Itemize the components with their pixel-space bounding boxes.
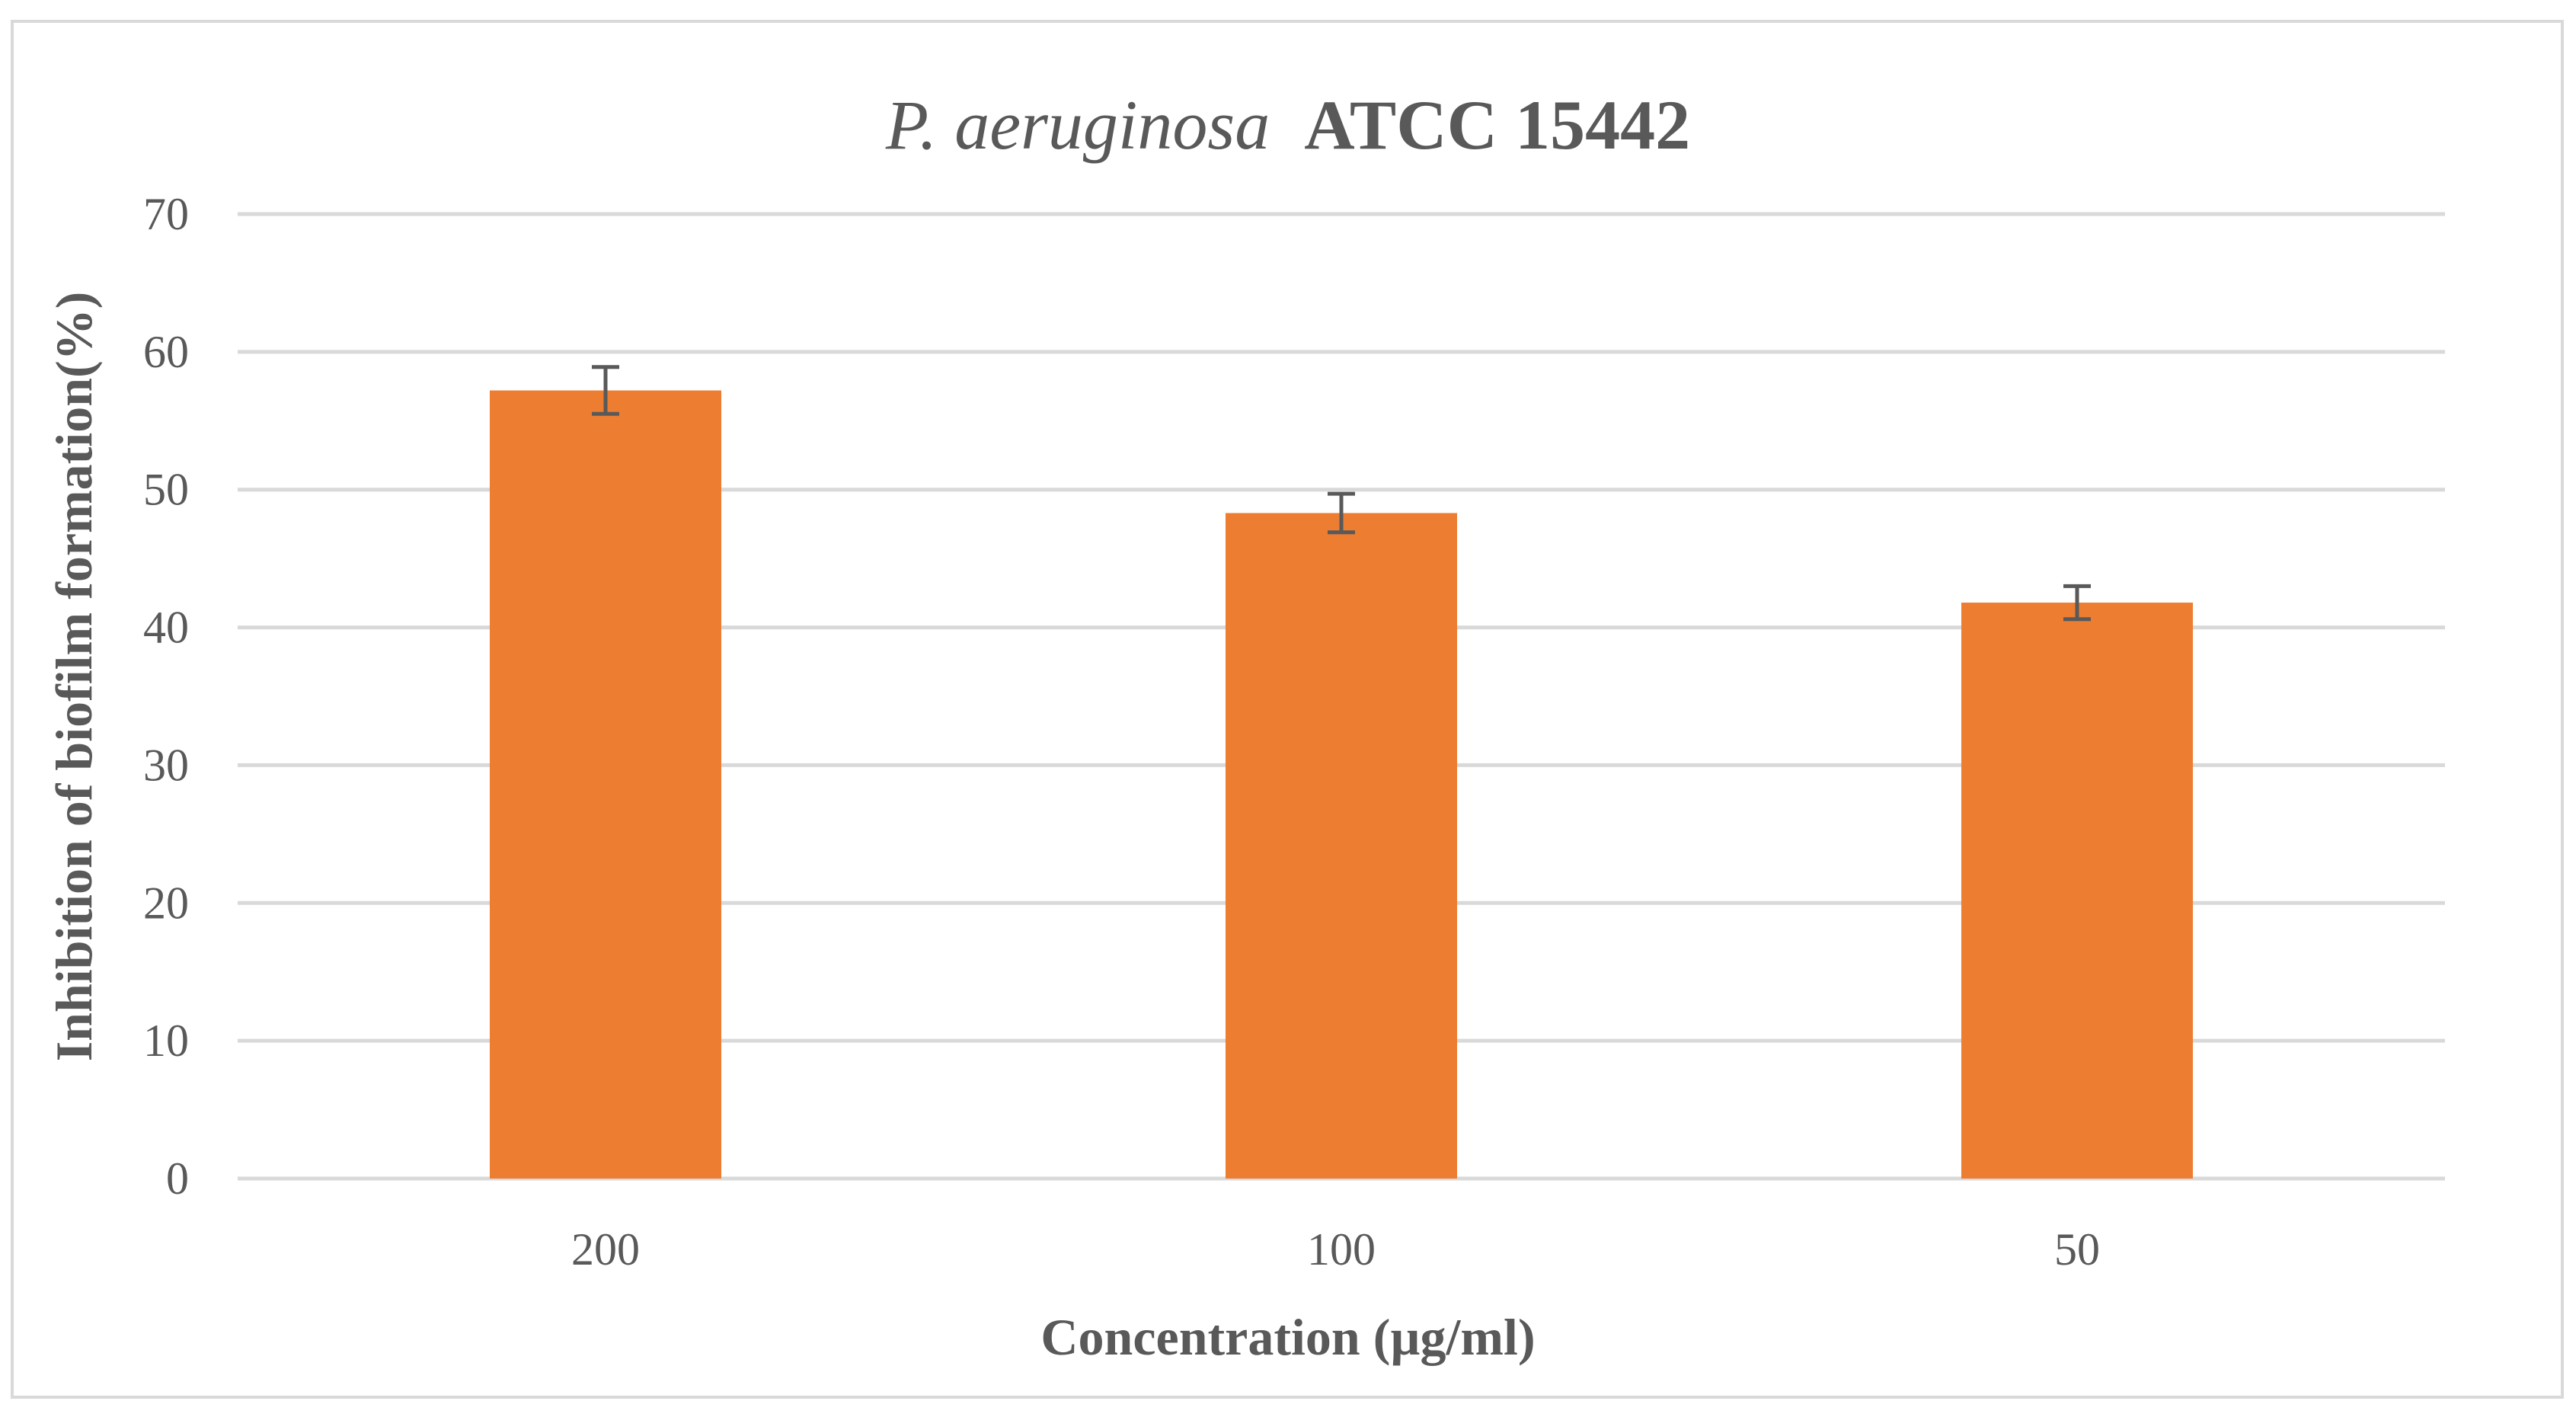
y-tick-label: 30 (143, 740, 189, 790)
y-tick-labels: 0 10 20 30 40 50 60 70 (143, 189, 189, 1204)
x-tick-labels: 200 100 50 (571, 1224, 2100, 1275)
bars (490, 390, 2193, 1179)
chart-title-rest: ATCC 15442 (1304, 86, 1690, 164)
error-bar-100 (1328, 491, 1355, 535)
y-tick-label: 50 (143, 465, 189, 515)
x-tick-label: 200 (571, 1224, 640, 1275)
error-bars (592, 365, 2091, 622)
bar-200 (490, 390, 721, 1179)
x-tick-label: 100 (1307, 1224, 1376, 1275)
bar-100 (1226, 513, 1457, 1179)
y-axis-title: Inhibition of biofilm formation(%) (45, 292, 103, 1062)
error-bar-50 (2063, 584, 2091, 622)
bar-50 (1961, 603, 2193, 1179)
y-tick-label: 40 (143, 603, 189, 653)
y-tick-label: 10 (143, 1016, 189, 1066)
error-bar-200 (592, 365, 619, 416)
y-tick-label: 70 (143, 189, 189, 239)
x-axis-title: Concentration (µg/ml) (1040, 1308, 1535, 1366)
x-tick-label: 50 (2054, 1224, 2100, 1275)
chart-title: P. aeruginosa ATCC 15442 (885, 86, 1690, 164)
chart-title-italic: P. aeruginosa (885, 86, 1270, 164)
y-tick-label: 0 (166, 1153, 189, 1204)
y-tick-label: 20 (143, 878, 189, 928)
y-tick-label: 60 (143, 327, 189, 377)
